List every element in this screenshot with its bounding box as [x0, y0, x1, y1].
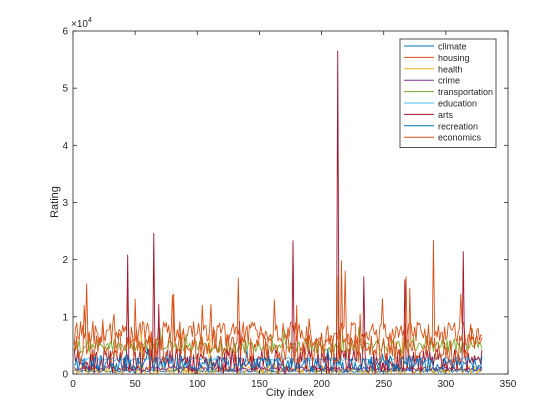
y-tick-label: 2: [62, 255, 68, 266]
series-line-recreation: [73, 347, 483, 373]
y-exponent-label: ×104: [71, 17, 92, 30]
series-line-economics: [73, 260, 483, 364]
legend-label-health: health: [438, 64, 463, 74]
y-exponent-power: 4: [88, 17, 92, 24]
ticks-layer: [72, 30, 509, 375]
y-tick-label: 3: [62, 198, 68, 209]
legend-label-recreation: recreation: [438, 121, 478, 131]
legend-label-transportation: transportation: [438, 87, 493, 97]
y-tick-label: 5: [62, 84, 68, 95]
legend-label-arts: arts: [438, 110, 454, 120]
series-line-housing: [73, 239, 483, 347]
y-tick-label: 1: [62, 312, 68, 323]
x-tick-label: 200: [313, 379, 330, 390]
x-tick-label: 250: [375, 379, 392, 390]
x-tick-labels: 0 50 100 150 200 250 300 350: [70, 379, 517, 390]
x-tick-label: 0: [70, 379, 76, 390]
x-axis-label: City index: [266, 387, 315, 399]
y-tick-label: 4: [62, 141, 68, 152]
legend-label-housing: housing: [438, 53, 470, 63]
x-tick-label: 300: [438, 379, 455, 390]
legend-label-crime: crime: [438, 76, 460, 86]
y-tick-labels: 0 1 2 3 4 5 6: [62, 27, 68, 381]
y-tick-label: 0: [62, 370, 68, 381]
x-tick-label: 50: [130, 379, 142, 390]
legend-label-economics: economics: [438, 133, 482, 143]
legend-label-climate: climate: [438, 42, 467, 52]
series-line-arts: [73, 50, 483, 375]
x-tick-label: 350: [500, 379, 517, 390]
y-axis-label: Rating: [49, 186, 61, 218]
legend-label-education: education: [438, 99, 477, 109]
x-tick-label: 150: [251, 379, 268, 390]
x-tick-label: 100: [189, 379, 206, 390]
y-tick-label: 6: [62, 27, 68, 38]
